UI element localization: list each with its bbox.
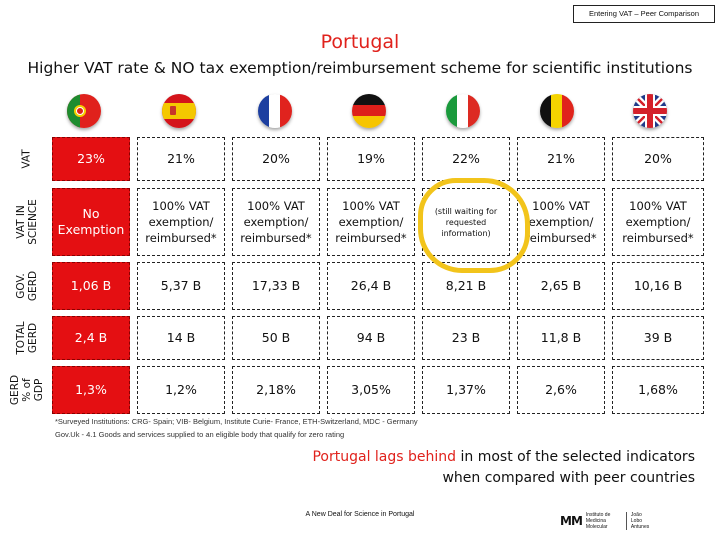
table-cell: 10,16 B [612,262,704,310]
table-cell: 100% VAT exemption/ reimbursed* [612,188,704,256]
table-cell: 8,21 B [422,262,510,310]
france-flag-icon [258,94,292,128]
row-label-gerd-gdp: GERD % of GDP [9,374,45,406]
table-cell: 2,65 B [517,262,605,310]
logo-mark: MM [560,514,583,528]
table-cell: 2,18% [232,366,320,414]
table-cell: 20% [612,137,704,181]
table-cell: 26,4 B [327,262,415,310]
logo-institute: Instituto de Medicina Molecular [585,512,611,530]
table-cell: 17,33 B [232,262,320,310]
table-cell: 1,2% [137,366,225,414]
table-cell: 5,37 B [137,262,225,310]
page-title: Portugal [320,31,400,53]
portugal-flag-icon [67,94,101,128]
belgium-flag-icon [540,94,574,128]
footnote-govuk: Gov.Uk - 4.1 Goods and services supplied… [55,430,345,439]
table-cell: 1,06 B [52,262,130,310]
table-cell: 1,37% [422,366,510,414]
table-cell: 2,4 B [52,316,130,360]
row-label-total-gerd: TOTAL GERD [15,321,39,355]
row-label-vat-in-science: VAT IN SCIENCE [15,199,40,245]
table-cell: 2,6% [517,366,605,414]
table-cell: 39 B [612,316,704,360]
table-cell: 23% [52,137,130,181]
table-cell: 100% VAT exemption/ reimbursed* [137,188,225,256]
table-cell: 1,3% [52,366,130,414]
table-cell: 50 B [232,316,320,360]
table-cell: 3,05% [327,366,415,414]
logo-name: João Lobo Antunes [630,512,650,530]
table-cell: 22% [422,137,510,181]
row-label-gov-gerd: GOV. GERD [15,270,39,302]
footer-text: A New Deal for Science in Portugal [305,511,415,518]
page-subtitle: Higher VAT rate & NO tax exemption/reimb… [27,59,693,77]
table-cell: 21% [517,137,605,181]
table-cell: 100% VAT exemption/ reimbursed* [327,188,415,256]
table-cell: 94 B [327,316,415,360]
conclusion-highlight: Portugal lags behind [312,449,457,465]
conclusion-line-1: Portugal lags behind in most of the sele… [312,449,695,465]
table-cell: 100% VAT exemption/ reimbursed* [517,188,605,256]
spain-flag-icon [162,94,196,128]
table-cell: 21% [137,137,225,181]
table-cell: 19% [327,137,415,181]
imm-logo: MM Instituto de Medicina Molecular João … [560,510,657,532]
table-cell: 14 B [137,316,225,360]
logo-separator [625,512,627,530]
table-cell: 100% VAT exemption/ reimbursed* [232,188,320,256]
highlight-circle [418,178,530,273]
row-label-vat: VAT [20,149,33,169]
italy-flag-icon [446,94,480,128]
table-cell: 20% [232,137,320,181]
section-tag: Entering VAT – Peer Comparison [573,5,715,23]
conclusion-line-2: when compared with peer countries [442,470,695,486]
footnote-surveyed: *Surveyed Institutions: CRG- Spain; VIB-… [55,417,418,426]
table-cell: 23 B [422,316,510,360]
table-cell: No Exemption [52,188,130,256]
conclusion-rest: in most of the selected indicators [460,449,696,465]
germany-flag-icon [352,94,386,128]
uk-flag-icon [633,94,667,128]
table-cell: 1,68% [612,366,704,414]
table-cell: 11,8 B [517,316,605,360]
